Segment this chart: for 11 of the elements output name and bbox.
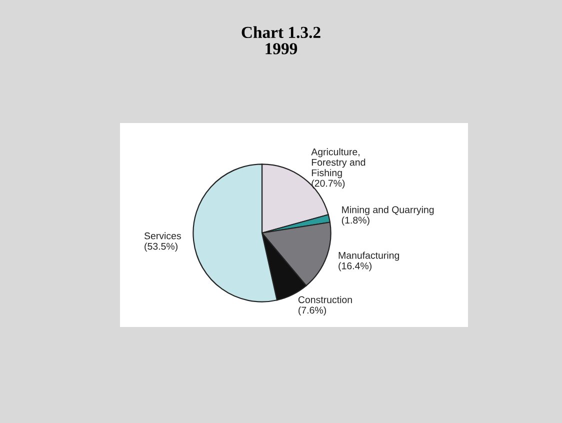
- slice-label: Services: [144, 232, 181, 240]
- slice-label: Agriculture, Forestry and Fishing: [311, 148, 366, 178]
- data-label: (16.4%): [338, 262, 372, 272]
- data-label: (20.7%): [312, 180, 345, 189]
- data-label: (1.8%): [342, 216, 370, 226]
- slice-label: Mining and Quarrying: [342, 206, 434, 216]
- slice-label: Construction: [298, 296, 352, 304]
- data-label: (7.6%): [298, 306, 326, 316]
- chart-title: Chart 1.3.2 1999: [242, 26, 320, 54]
- data-label: (53.5%): [144, 242, 178, 252]
- slice-label: Manufacturing: [338, 252, 400, 261]
